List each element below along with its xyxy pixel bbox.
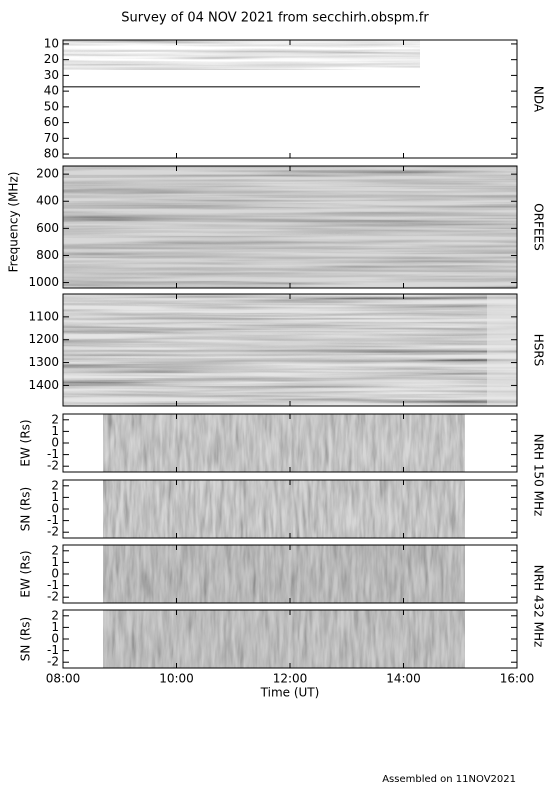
y-axis-label: SN (Rs) [19, 487, 33, 531]
y-tick-label: 600 [36, 221, 59, 235]
image-texture [63, 294, 487, 406]
x-tick-label: 10:00 [159, 672, 194, 686]
y-tick-label: -1 [47, 643, 59, 657]
y-tick-label: 50 [44, 99, 59, 113]
y-axis-label: SN (Rs) [19, 617, 33, 661]
y-tick-label: -2 [47, 655, 59, 669]
y-tick-label: 0 [51, 502, 59, 516]
y-tick-label: 40 [44, 84, 59, 98]
y-tick-label: 1400 [28, 378, 59, 392]
panel: 1100 1200 1300 1400 HSRS [28, 293, 546, 407]
y-tick-label: 80 [44, 147, 59, 161]
y-tick-label: 30 [44, 68, 59, 82]
y-tick-label: -1 [47, 578, 59, 592]
frequency-axis-label: Frequency (MHz) [7, 172, 21, 273]
nda-emission-texture [63, 40, 420, 70]
nrh-150-label: NRH 150 MHz [532, 434, 546, 517]
y-tick-label: 200 [36, 167, 59, 181]
y-tick-label: 20 [44, 52, 59, 66]
spectrogram-image [63, 40, 517, 158]
spectrogram-image [63, 610, 517, 668]
y-tick-label: -1 [47, 447, 59, 461]
spectrogram-image [63, 414, 517, 472]
y-tick-label: 1 [51, 620, 59, 634]
instrument-label: HSRS [532, 334, 546, 367]
y-tick-label: 1300 [28, 355, 59, 369]
image-texture [63, 166, 517, 288]
y-tick-label: 2 [51, 412, 59, 426]
nda-band [63, 86, 420, 88]
y-tick-label: 400 [36, 194, 59, 208]
spectrogram-image [63, 545, 517, 603]
x-axis-label: Time (UT) [260, 686, 320, 700]
y-tick-label: 1 [51, 424, 59, 438]
y-tick-label: 2 [51, 543, 59, 557]
y-tick-label: -2 [47, 459, 59, 473]
y-tick-label: 1 [51, 490, 59, 504]
y-axis-label: EW (Rs) [19, 550, 33, 597]
y-tick-label: 1000 [28, 275, 59, 289]
y-tick-label: 1 [51, 555, 59, 569]
title: Survey of 04 NOV 2021 from secchirh.obsp… [121, 11, 429, 26]
y-tick-label: -2 [47, 525, 59, 539]
x-tick-label: 16:00 [500, 672, 535, 686]
y-tick-label: 10 [44, 36, 59, 50]
y-tick-label: 60 [44, 115, 59, 129]
spectrogram-image [63, 294, 517, 406]
x-tick-label: 08:00 [46, 672, 81, 686]
image-texture [103, 414, 465, 472]
y-tick-label: 70 [44, 131, 59, 145]
image-texture [487, 294, 517, 406]
x-tick-label: 12:00 [273, 672, 308, 686]
instrument-label: NDA [532, 86, 546, 113]
panel: 200 400 600 800 1000 ORFEES [28, 165, 546, 289]
nrh-432-label: NRH 432 MHz [532, 565, 546, 648]
y-tick-label: 1200 [28, 332, 59, 346]
y-tick-label: 800 [36, 248, 59, 262]
x-tick-label: 14:00 [386, 672, 421, 686]
y-tick-label: -2 [47, 590, 59, 604]
y-axis-label: EW (Rs) [19, 419, 33, 466]
footer: Assembled on 11NOV2021 [382, 774, 516, 785]
image-texture [103, 610, 465, 668]
y-tick-label: -1 [47, 513, 59, 527]
image-texture [103, 545, 465, 603]
spectrogram-image [63, 166, 517, 288]
y-tick-label: 1100 [28, 309, 59, 323]
y-tick-label: 2 [51, 608, 59, 622]
y-tick-label: 0 [51, 567, 59, 581]
y-tick-label: 0 [51, 436, 59, 450]
instrument-label: ORFEES [532, 203, 546, 250]
y-tick-label: 0 [51, 632, 59, 646]
image-texture [103, 480, 465, 538]
spectrogram-image [63, 480, 517, 538]
y-tick-label: 2 [51, 478, 59, 492]
